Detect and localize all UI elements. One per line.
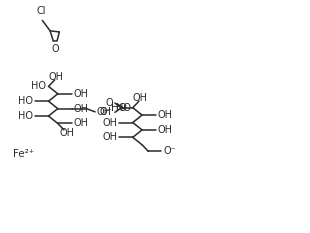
Text: HO: HO [18, 96, 33, 106]
Text: HO: HO [111, 103, 127, 113]
Text: OH: OH [157, 110, 172, 120]
Text: OH: OH [73, 104, 88, 114]
Text: OH: OH [49, 72, 64, 82]
Text: OH: OH [73, 118, 88, 128]
Text: OH: OH [73, 89, 88, 99]
Text: O: O [105, 98, 113, 108]
Text: O⁻: O⁻ [163, 146, 176, 156]
Text: Cl: Cl [36, 6, 46, 16]
Text: HO: HO [18, 111, 33, 121]
Text: O: O [51, 44, 59, 54]
Text: OH: OH [102, 117, 117, 127]
Text: Fe²⁺: Fe²⁺ [13, 149, 34, 159]
Text: HO: HO [31, 81, 46, 91]
Text: OH: OH [102, 132, 117, 142]
Text: OH: OH [97, 107, 112, 117]
Text: OH: OH [157, 125, 172, 135]
Text: OH: OH [133, 93, 148, 103]
Text: OH: OH [60, 128, 74, 138]
Text: HO: HO [116, 103, 131, 113]
Text: O⁻: O⁻ [100, 107, 113, 117]
